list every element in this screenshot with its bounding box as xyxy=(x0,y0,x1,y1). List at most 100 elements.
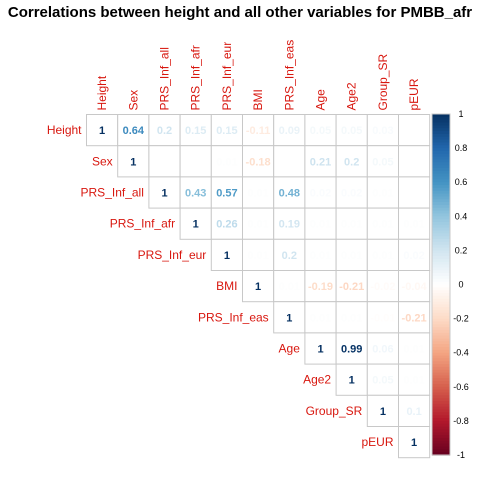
colorbar-band xyxy=(432,301,450,305)
correlation-value: 1 xyxy=(411,437,417,449)
colorbar-band xyxy=(432,389,450,394)
correlation-value: 1 xyxy=(193,219,199,231)
colorbar-band xyxy=(432,179,450,183)
matrix-cell xyxy=(335,238,368,272)
colorbar-band xyxy=(432,327,450,331)
correlation-value: 0.01 xyxy=(341,250,362,262)
colorbar-tick-label: -1 xyxy=(457,450,465,460)
correlation-value: 0.01 xyxy=(403,219,424,231)
correlation-value: 0.01 xyxy=(247,219,268,231)
colorbar-band xyxy=(432,452,450,456)
colorbar-band xyxy=(432,287,450,291)
colorbar-band xyxy=(432,193,450,198)
colorbar-band xyxy=(432,449,450,453)
colorbar-band xyxy=(432,202,450,206)
correlation-value: 0.01 xyxy=(216,156,237,168)
colorbar-band xyxy=(432,341,450,345)
colorbar-band xyxy=(432,304,450,308)
colorbar-band xyxy=(432,241,450,246)
colorbar-band xyxy=(432,196,450,200)
colorbar-band xyxy=(432,139,450,144)
colorbar-band xyxy=(432,156,450,161)
colorbar-band xyxy=(432,298,450,303)
matrix-cell xyxy=(304,145,337,178)
colorbar-band xyxy=(432,114,450,118)
matrix-cell xyxy=(242,114,275,147)
colorbar-band xyxy=(432,230,450,234)
colorbar-band xyxy=(432,415,450,419)
colorbar-band xyxy=(432,159,450,163)
correlation-value: 0.01 xyxy=(403,344,424,356)
row-label: PRS_Inf_all xyxy=(81,186,144,200)
correlation-value: -0.01 xyxy=(370,312,395,324)
column-label: PRS_Inf_eas xyxy=(282,40,296,111)
matrix-cell xyxy=(398,270,431,303)
colorbar-band xyxy=(432,170,450,175)
colorbar-band xyxy=(432,355,450,359)
colorbar-band xyxy=(432,199,450,203)
chart-title: Correlations between height and all othe… xyxy=(7,4,473,21)
colorbar-band xyxy=(432,227,450,232)
correlation-value: 0.01 xyxy=(247,250,268,262)
colorbar-band xyxy=(432,187,450,192)
matrix-cell xyxy=(242,145,275,178)
correlation-value: 0.05 xyxy=(310,125,331,137)
matrix-cell xyxy=(242,238,275,272)
colorbar-band xyxy=(432,221,450,226)
colorbar-band xyxy=(432,270,450,274)
correlation-value: 0.01 xyxy=(341,312,362,324)
correlation-value: 1 xyxy=(380,406,386,418)
matrix-cell xyxy=(117,145,150,178)
matrix-cell xyxy=(335,363,368,396)
colorbar-band xyxy=(432,378,450,382)
colorbar-band xyxy=(432,219,450,223)
row-label: Height xyxy=(47,123,82,137)
colorbar-band xyxy=(432,369,450,374)
colorbar-band xyxy=(432,247,450,251)
correlation-value: 1 xyxy=(130,156,136,168)
matrix-cell xyxy=(273,301,306,334)
colorbar-band xyxy=(432,190,450,195)
column-label: Group_SR xyxy=(376,53,390,110)
colorbar-band xyxy=(432,116,450,121)
colorbar-band xyxy=(432,312,450,317)
colorbar-band xyxy=(432,244,450,249)
matrix-cell xyxy=(398,332,431,365)
colorbar-band xyxy=(432,148,450,152)
colorbar-band xyxy=(432,332,450,337)
colorbar-band xyxy=(432,429,450,433)
colorbar-band xyxy=(432,253,450,257)
row-label: Age2 xyxy=(303,373,331,387)
colorbar-band xyxy=(432,275,450,280)
matrix-cell xyxy=(366,176,399,209)
colorbar-band xyxy=(432,398,450,402)
correlation-value: 0.01 xyxy=(310,219,331,231)
matrix-cell xyxy=(398,207,431,240)
row-label: PRS_Inf_eas xyxy=(198,310,269,324)
matrix-cell xyxy=(335,145,368,178)
matrix-cell xyxy=(366,332,399,365)
row-label: PRS_Inf_eur xyxy=(138,248,207,262)
colorbar-band xyxy=(432,165,450,169)
correlation-value: 0.48 xyxy=(279,188,300,200)
colorbar-band xyxy=(432,446,450,450)
correlation-value: 0.01 xyxy=(372,250,393,262)
correlation-value: 0.19 xyxy=(279,219,300,231)
matrix-cell xyxy=(179,207,212,240)
colorbar-tick-label: -0.8 xyxy=(453,416,469,426)
colorbar-band xyxy=(432,437,450,442)
colorbar-tick-label: -0.4 xyxy=(453,348,469,358)
matrix-cell xyxy=(335,270,368,303)
matrix-cell xyxy=(148,145,181,178)
colorbar-band xyxy=(432,307,450,311)
colorbar-band xyxy=(432,284,450,288)
colorbar-band xyxy=(432,395,450,399)
colorbar-tick-label: 0.4 xyxy=(455,211,468,221)
correlation-value: 0.2 xyxy=(157,125,172,137)
colorbar-band xyxy=(432,167,450,172)
correlation-value: 0.15 xyxy=(216,125,237,137)
colorbar-band xyxy=(432,366,450,371)
colorbar-tick-label: 0.2 xyxy=(455,245,468,255)
matrix-cell xyxy=(273,270,306,303)
colorbar-band xyxy=(432,125,450,129)
